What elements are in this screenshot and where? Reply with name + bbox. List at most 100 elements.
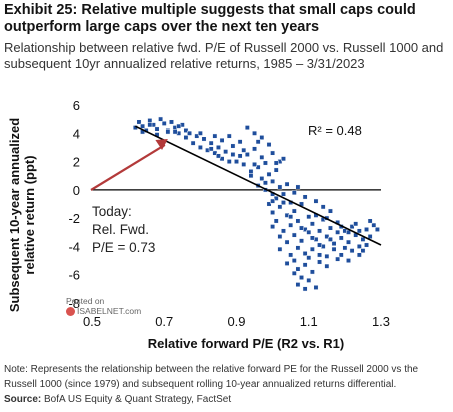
x-tick-label: 1.3: [372, 314, 390, 329]
data-point: [309, 246, 315, 252]
axes: 6 4 2 0 -2 -4 -6 -80.5 0.7 0.9 1.1 1.3 Relative forw…: [68, 98, 390, 351]
footnote: Note: Represents the relationship betwee…: [4, 364, 419, 390]
data-point: [281, 191, 286, 197]
data-point: [183, 128, 189, 133]
data-point: [187, 130, 192, 136]
data-point: [295, 245, 301, 251]
data-point: [306, 255, 312, 261]
data-point: [262, 160, 268, 166]
trend-line: [135, 125, 382, 246]
data-point: [266, 142, 272, 148]
data-point: [169, 119, 174, 125]
data-point: [299, 275, 304, 280]
data-point: [273, 160, 279, 166]
data-point: [226, 133, 232, 139]
data-point: [230, 143, 236, 149]
data-point: [317, 259, 323, 265]
annotation-label: Rel. Fwd.: [92, 222, 149, 237]
data-point: [172, 129, 178, 135]
y-tick-label: 6: [73, 98, 80, 113]
data-point: [230, 152, 236, 157]
data-point: [277, 246, 283, 252]
data-point: [248, 173, 254, 179]
x-axis-label: Relative forward P/E (R2 vs. R1): [148, 336, 345, 351]
data-point: [306, 277, 312, 283]
data-point: [226, 159, 232, 165]
annotation-label: P/E = 0.73: [92, 240, 155, 255]
data-point: [252, 130, 258, 136]
data-point: [288, 222, 294, 228]
data-point: [281, 156, 286, 162]
data-point: [288, 214, 294, 220]
data-point: [349, 248, 355, 254]
data-point: [299, 225, 304, 231]
data-point: [165, 129, 171, 135]
data-point: [309, 221, 315, 227]
data-point: [266, 171, 272, 177]
data-point: [324, 263, 330, 269]
data-point: [302, 262, 308, 268]
source-label: Source:: [4, 394, 42, 405]
x-tick-label: 0.5: [83, 314, 101, 329]
y-tick-label: 4: [73, 126, 80, 141]
data-point: [364, 242, 370, 248]
data-point: [284, 181, 290, 187]
data-point: [291, 270, 297, 276]
data-point: [356, 243, 362, 249]
data-point: [367, 234, 373, 239]
data-point: [259, 154, 265, 160]
data-point: [302, 194, 308, 200]
y-tick-label: -4: [68, 239, 80, 254]
data-point: [190, 140, 196, 146]
data-point: [374, 227, 380, 232]
data-point: [208, 146, 214, 152]
annotation-arrow-head: [155, 138, 168, 151]
data-point: [331, 246, 337, 252]
data-point: [270, 150, 276, 156]
data-point: [295, 218, 301, 224]
data-point: [237, 153, 243, 159]
data-point: [252, 146, 258, 152]
data-point: [270, 178, 276, 184]
data-point: [324, 253, 330, 259]
data-point: [212, 150, 218, 156]
data-point: [248, 169, 254, 174]
data-point: [223, 149, 229, 155]
data-point: [327, 225, 333, 231]
data-point: [302, 251, 308, 256]
data-point: [262, 180, 268, 186]
data-point: [215, 153, 221, 159]
data-point: [244, 152, 250, 157]
x-tick-label: 1.1: [300, 314, 318, 329]
data-point: [255, 164, 261, 170]
data-point: [291, 190, 297, 196]
data-point: [295, 282, 301, 288]
data-point: [215, 144, 221, 150]
y-tick-label: -6: [68, 268, 80, 283]
data-point: [259, 176, 265, 181]
data-point: [212, 133, 218, 139]
data-point: [273, 218, 279, 224]
data-point: [277, 204, 283, 210]
data-point: [338, 252, 344, 258]
data-point: [219, 156, 225, 162]
data-point: [277, 184, 283, 190]
watermark-line1: Posted on: [66, 296, 105, 306]
data-point: [331, 241, 337, 247]
data-point: [161, 120, 167, 126]
data-point: [367, 218, 373, 224]
data-point: [154, 126, 160, 132]
chart-subtitle: Relationship between relative fwd. P/E o…: [4, 40, 444, 71]
data-point: [197, 144, 203, 150]
data-point: [281, 200, 286, 206]
data-point: [320, 204, 326, 210]
data-point: [219, 137, 225, 143]
isabelnet-logo-icon: [66, 307, 75, 317]
data-point: [299, 238, 304, 244]
source-text: BofA US Equity & Quant Strategy, FactSet: [41, 394, 232, 405]
data-point: [201, 136, 207, 142]
data-point: [136, 119, 142, 125]
data-point: [277, 234, 283, 239]
data-point: [183, 135, 189, 140]
data-point: [335, 229, 341, 235]
